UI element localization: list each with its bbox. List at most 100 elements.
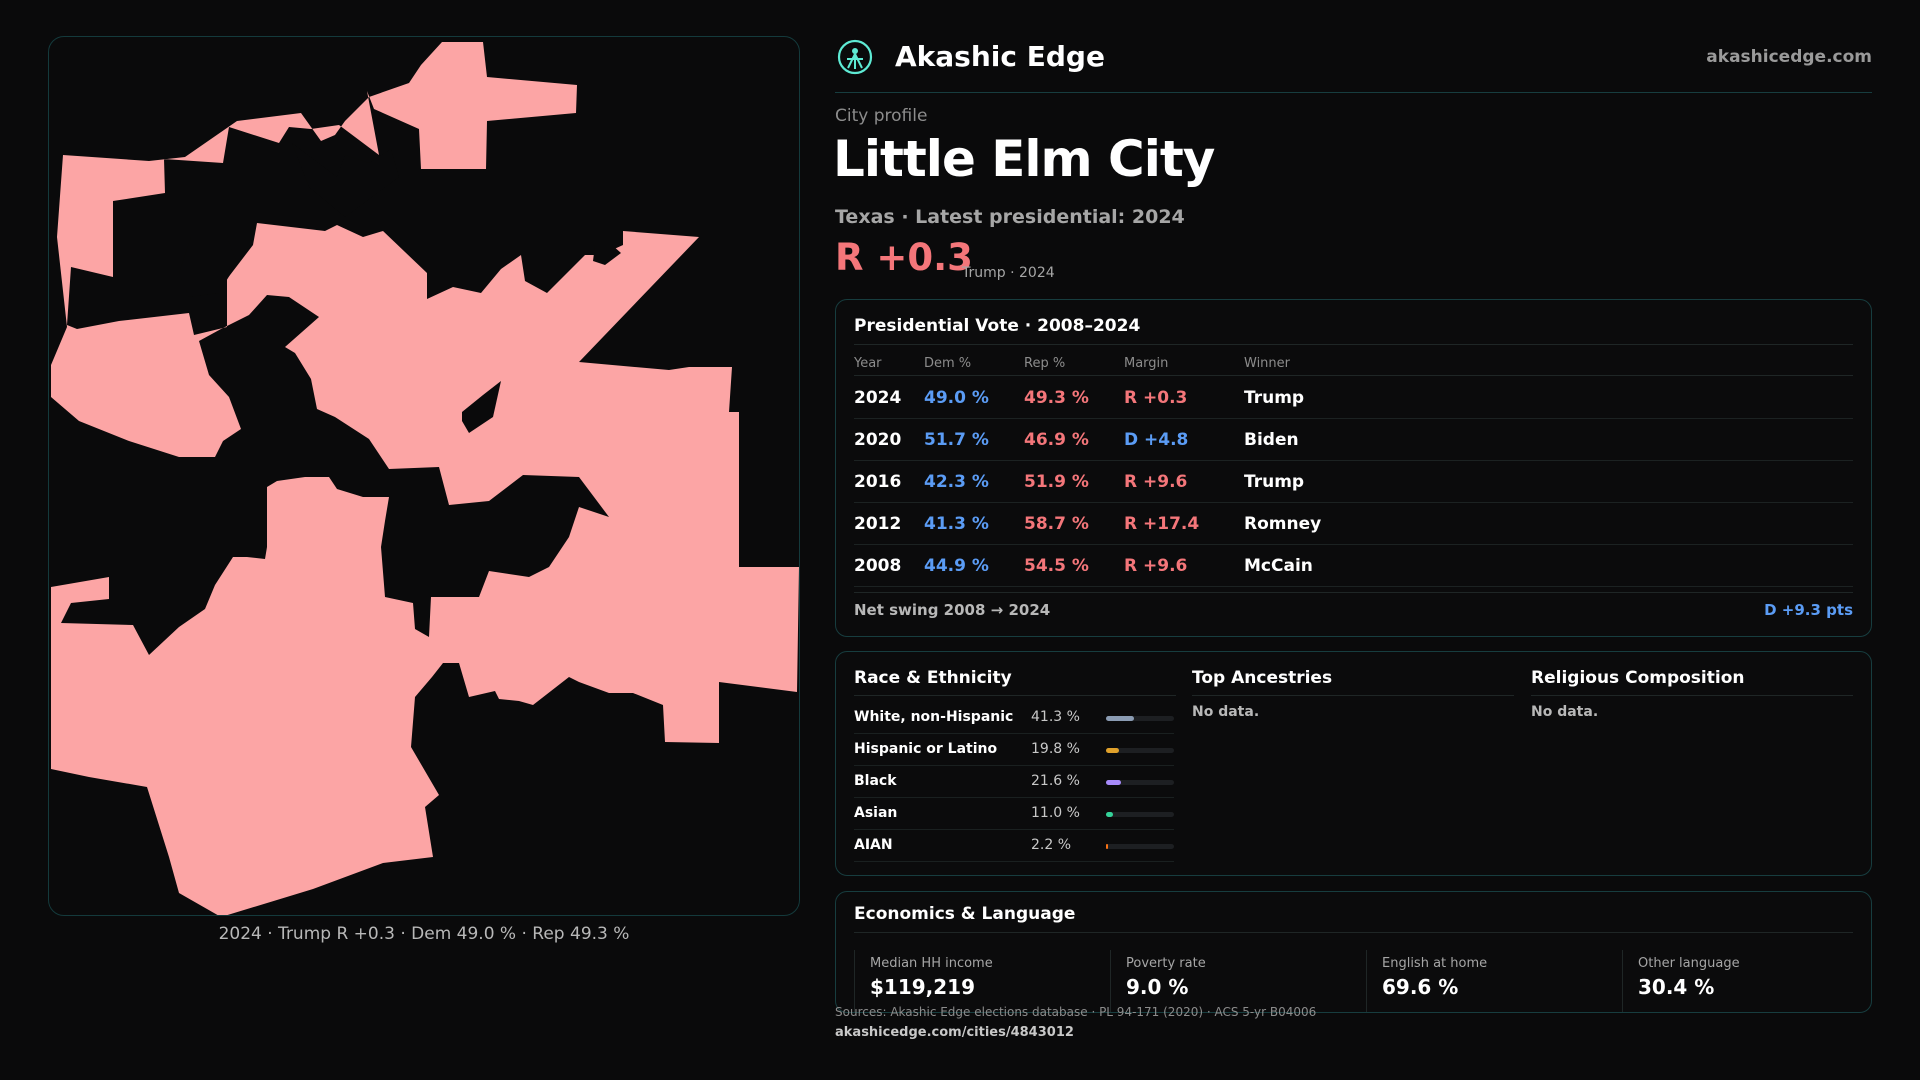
divider xyxy=(1192,695,1514,696)
race-label: Asian xyxy=(854,805,898,821)
demographics-card: Race & Ethnicity White, non-Hispanic 41.3… xyxy=(835,651,1872,876)
headline-margin: R +0.3 xyxy=(835,236,973,279)
race-bar-fill xyxy=(1106,716,1134,721)
row-year: 2016 xyxy=(854,472,902,492)
row-year: 2008 xyxy=(854,556,902,576)
stat-label: Median HH income xyxy=(870,956,993,971)
table-row: 2020 51.7 % 46.9 % D +4.8 Biden xyxy=(854,419,1853,461)
table-row: 2016 42.3 % 51.9 % R +9.6 Trump xyxy=(854,461,1853,503)
race-pct: 11.0 % xyxy=(1031,805,1080,821)
col-header-year: Year xyxy=(854,356,882,371)
race-row: Hispanic or Latino 19.8 % xyxy=(854,734,1174,766)
stat-value: 69.6 % xyxy=(1382,975,1459,999)
divider xyxy=(854,592,1853,593)
race-row: White, non-Hispanic 41.3 % xyxy=(854,702,1174,734)
race-row: Black 21.6 % xyxy=(854,766,1174,798)
row-rep-pct: 46.9 % xyxy=(1024,430,1089,450)
stat-other-language: Other language 30.4 % xyxy=(1622,950,1871,1012)
stat-value: $119,219 xyxy=(870,975,976,999)
stat-label: Poverty rate xyxy=(1126,956,1206,971)
brand-url-link[interactable]: akashicedge.com xyxy=(1706,47,1872,67)
net-swing-label: Net swing 2008 → 2024 xyxy=(854,601,1051,619)
divider xyxy=(854,695,1176,696)
net-swing-value: D +9.3 pts xyxy=(1764,601,1853,619)
divider xyxy=(1531,695,1853,696)
col-header-winner: Winner xyxy=(1244,356,1291,371)
race-bar-fill xyxy=(1106,748,1119,753)
row-dem-pct: 49.0 % xyxy=(924,388,989,408)
row-margin: R +0.3 xyxy=(1124,388,1188,408)
religion-empty: No data. xyxy=(1531,704,1599,720)
row-dem-pct: 51.7 % xyxy=(924,430,989,450)
race-bar-track xyxy=(1106,812,1174,817)
row-winner: Trump xyxy=(1244,388,1305,408)
presidential-vote-card: Presidential Vote · 2008–2024 Year Dem %… xyxy=(835,299,1872,637)
city-boundary-shape xyxy=(51,42,799,915)
race-bar-track xyxy=(1106,748,1174,753)
economics-card: Economics & Language Median HH income $1… xyxy=(835,891,1872,1013)
economics-title: Economics & Language xyxy=(854,904,1076,924)
page-title: Little Elm City xyxy=(833,130,1215,188)
row-rep-pct: 51.9 % xyxy=(1024,472,1089,492)
divider xyxy=(854,344,1853,345)
race-label: White, non-Hispanic xyxy=(854,709,1014,725)
stat-label: English at home xyxy=(1382,956,1488,971)
row-dem-pct: 44.9 % xyxy=(924,556,989,576)
race-bar-fill xyxy=(1106,812,1113,817)
stat-median-income: Median HH income $119,219 xyxy=(854,950,1109,1012)
brand-logo-icon[interactable] xyxy=(837,39,873,75)
race-bar-fill xyxy=(1106,844,1108,849)
race-pct: 2.2 % xyxy=(1031,837,1072,853)
map-caption: 2024 · Trump R +0.3 · Dem 49.0 % · Rep 4… xyxy=(218,924,630,944)
stat-label: Other language xyxy=(1638,956,1740,971)
row-margin: R +9.6 xyxy=(1124,472,1188,492)
race-label: Black xyxy=(854,773,897,789)
ancestries-empty: No data. xyxy=(1192,704,1260,720)
row-margin: R +17.4 xyxy=(1124,514,1200,534)
race-section-title: Race & Ethnicity xyxy=(854,668,1012,688)
row-year: 2020 xyxy=(854,430,902,450)
row-year: 2012 xyxy=(854,514,902,534)
row-dem-pct: 42.3 % xyxy=(924,472,989,492)
stat-poverty-rate: Poverty rate 9.0 % xyxy=(1110,950,1365,1012)
city-boundary-map[interactable] xyxy=(48,36,800,916)
religion-title: Religious Composition xyxy=(1531,668,1745,688)
row-dem-pct: 41.3 % xyxy=(924,514,989,534)
stat-value: 9.0 % xyxy=(1126,975,1189,999)
col-header-dem: Dem % xyxy=(924,356,972,371)
stat-value: 30.4 % xyxy=(1638,975,1715,999)
sources-note: Sources: Akashic Edge elections database… xyxy=(835,1005,1317,1019)
vote-table-header: Year Dem % Rep % Margin Winner xyxy=(854,350,1853,376)
row-year: 2024 xyxy=(854,388,902,408)
headline-note: Trump · 2024 xyxy=(962,265,1055,281)
race-label: Hispanic or Latino xyxy=(854,741,998,757)
race-row: AIAN 2.2 % xyxy=(854,830,1174,862)
profile-subline: Texas · Latest presidential: 2024 xyxy=(835,206,1185,228)
race-bar-track xyxy=(1106,780,1174,785)
divider xyxy=(854,932,1853,933)
race-bar-track xyxy=(1106,716,1174,721)
row-margin: R +9.6 xyxy=(1124,556,1188,576)
race-pct: 19.8 % xyxy=(1031,741,1080,757)
race-pct: 21.6 % xyxy=(1031,773,1080,789)
site-header: Akashic Edge akashicedge.com xyxy=(835,36,1872,93)
race-bar-fill xyxy=(1106,780,1121,785)
row-rep-pct: 49.3 % xyxy=(1024,388,1089,408)
table-row: 2012 41.3 % 58.7 % R +17.4 Romney xyxy=(854,503,1853,545)
vote-card-title: Presidential Vote · 2008–2024 xyxy=(854,316,1141,336)
race-bar-track xyxy=(1106,844,1174,849)
row-winner: Romney xyxy=(1244,514,1322,534)
stat-english-at-home: English at home 69.6 % xyxy=(1366,950,1621,1012)
table-row: 2008 44.9 % 54.5 % R +9.6 McCain xyxy=(854,545,1853,587)
ancestries-title: Top Ancestries xyxy=(1192,668,1333,688)
brand-name[interactable]: Akashic Edge xyxy=(895,40,1105,73)
page-url-link[interactable]: akashicedge.com/cities/4843012 xyxy=(835,1025,1074,1040)
race-label: AIAN xyxy=(854,837,893,853)
col-header-margin: Margin xyxy=(1124,356,1169,371)
race-pct: 41.3 % xyxy=(1031,709,1080,725)
profile-eyebrow: City profile xyxy=(835,106,928,126)
row-margin: D +4.8 xyxy=(1124,430,1189,450)
row-winner: Biden xyxy=(1244,430,1299,450)
race-row: Asian 11.0 % xyxy=(854,798,1174,830)
row-winner: Trump xyxy=(1244,472,1305,492)
